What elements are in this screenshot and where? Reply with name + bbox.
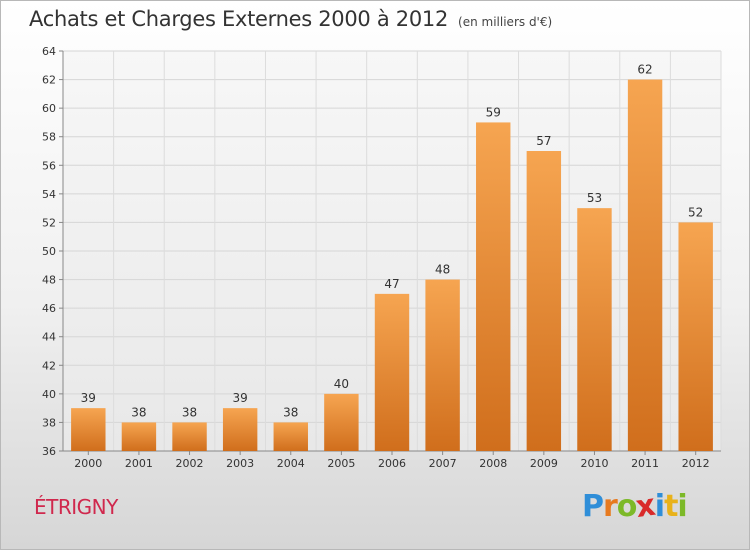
x-tick-label: 2009 xyxy=(530,457,558,470)
y-tick-label: 46 xyxy=(42,302,56,315)
y-tick-label: 52 xyxy=(42,216,56,229)
bar xyxy=(627,79,663,452)
data-label: 57 xyxy=(536,134,551,148)
logo-letter: t xyxy=(664,489,678,524)
y-tick-label: 64 xyxy=(42,45,56,58)
bar xyxy=(476,122,511,451)
bar xyxy=(526,151,562,451)
chart-title: Achats et Charges Externes 2000 à 2012 (e… xyxy=(29,7,552,31)
plot-area: 36 38 40 42 44 46 48 50 52 54 56 58 60 62 64 39 2000 38 20… xyxy=(42,45,722,470)
x-tick-label: 2001 xyxy=(125,457,153,470)
data-label: 59 xyxy=(486,105,501,119)
logo-letter: x xyxy=(634,487,658,526)
bar xyxy=(222,408,258,451)
x-tick-label: 2011 xyxy=(631,457,659,470)
logo-letter: o xyxy=(616,489,638,524)
data-label: 47 xyxy=(384,277,399,291)
y-tick-label: 62 xyxy=(42,74,56,87)
x-tick-label: 2005 xyxy=(327,457,355,470)
data-label: 38 xyxy=(131,405,146,419)
logo-letter: r xyxy=(603,489,618,524)
logo-letter: i xyxy=(677,489,687,524)
y-tick-label: 40 xyxy=(42,388,56,401)
x-tick-label: 2000 xyxy=(74,457,102,470)
data-label: 40 xyxy=(334,377,349,391)
x-tick-label: 2008 xyxy=(479,457,507,470)
x-tick-label: 2007 xyxy=(429,457,457,470)
data-label: 62 xyxy=(637,63,652,77)
y-tick-label: 56 xyxy=(42,159,56,172)
y-tick-label: 58 xyxy=(42,131,56,144)
proxiti-logo: Proxiti xyxy=(582,487,688,526)
data-label: 52 xyxy=(688,205,703,219)
y-tick-label: 50 xyxy=(42,245,56,258)
y-tick-label: 44 xyxy=(42,331,56,344)
data-label: 39 xyxy=(81,391,96,405)
bar xyxy=(172,422,207,451)
y-tick-label: 54 xyxy=(42,188,56,201)
logo-letter: P xyxy=(582,489,604,524)
y-tick-label: 42 xyxy=(42,359,56,372)
chart-unit: (en milliers d'€) xyxy=(458,15,553,29)
location-name: ÉTRIGNY xyxy=(34,495,118,519)
x-tick-label: 2004 xyxy=(277,457,305,470)
y-tick-label: 60 xyxy=(42,102,56,115)
bar xyxy=(577,208,612,451)
data-label: 53 xyxy=(587,191,602,205)
y-tick-label: 38 xyxy=(42,416,56,429)
data-label: 48 xyxy=(435,263,450,277)
bar xyxy=(425,279,460,451)
bar xyxy=(678,222,713,451)
x-tick-label: 2002 xyxy=(176,457,204,470)
bar xyxy=(374,293,410,451)
data-label: 39 xyxy=(233,391,248,405)
logo-letter: i xyxy=(654,489,665,524)
y-tick-label: 48 xyxy=(42,274,56,287)
x-tick-label: 2006 xyxy=(378,457,406,470)
chart-title-text: Achats et Charges Externes 2000 à 2012 xyxy=(29,7,449,31)
y-tick-label: 36 xyxy=(42,445,56,458)
bar xyxy=(273,422,308,451)
x-tick-label: 2012 xyxy=(682,457,710,470)
data-label: 38 xyxy=(283,405,298,419)
data-label: 38 xyxy=(182,405,197,419)
bar xyxy=(324,393,359,451)
x-tick-label: 2010 xyxy=(580,457,608,470)
bar xyxy=(121,422,157,451)
bar xyxy=(71,408,106,451)
x-tick-label: 2003 xyxy=(226,457,254,470)
